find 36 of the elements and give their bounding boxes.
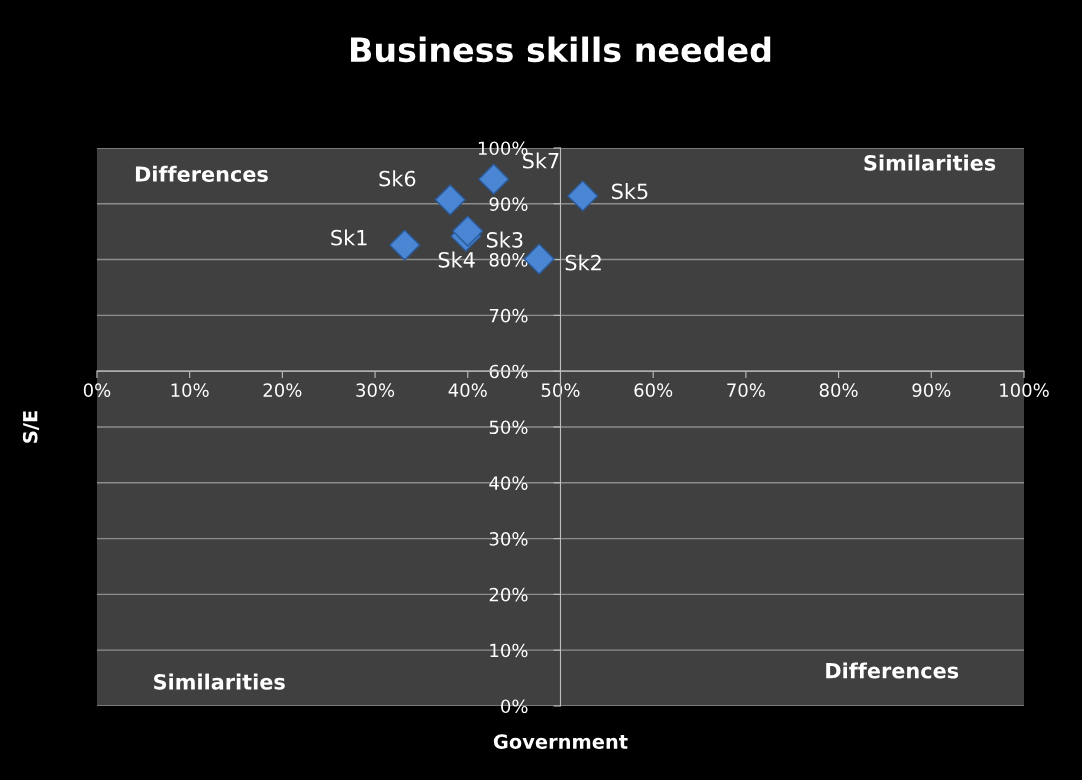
chart-title: Business skills needed xyxy=(351,36,771,63)
x-tick-label: 0% xyxy=(83,383,111,397)
data-label: Sk2 xyxy=(565,254,601,271)
y-tick-label: 80% xyxy=(489,253,528,267)
data-label: Sk1 xyxy=(331,229,367,246)
annotation: Similarities xyxy=(864,154,996,171)
x-axis-title: Government xyxy=(493,734,628,749)
x-tick-label: 10% xyxy=(171,383,209,397)
x-tick-label: 80% xyxy=(819,383,858,397)
data-label: Sk5 xyxy=(612,183,648,200)
y-tick-label: 70% xyxy=(489,308,528,323)
y-axis-title: S/E xyxy=(22,411,40,443)
y-tick-label: 0% xyxy=(501,699,528,714)
annotation: Differences xyxy=(826,662,959,679)
data-label: Sk3 xyxy=(486,231,523,248)
x-tick-label: 20% xyxy=(263,383,302,397)
y-tick-label: 30% xyxy=(489,532,528,546)
x-tick-label: 100% xyxy=(1000,383,1049,397)
point xyxy=(389,229,421,261)
y-tick-label: 10% xyxy=(490,643,528,658)
y-tick-label: 40% xyxy=(489,476,528,490)
y-tick-label: 90% xyxy=(489,197,528,211)
x-tick-label: 60% xyxy=(634,383,673,397)
data-label: Sk6 xyxy=(379,170,416,187)
point xyxy=(434,184,466,216)
y-tick-label: 20% xyxy=(489,587,528,602)
x-tick-label: 40% xyxy=(448,383,487,397)
point xyxy=(478,163,510,195)
x-tick-label: 70% xyxy=(727,383,765,397)
annotation: Differences xyxy=(135,165,268,182)
x-tick-label: 90% xyxy=(912,383,951,397)
annotation: Similarities xyxy=(154,673,285,690)
point xyxy=(567,180,599,212)
data-label: Sk4 xyxy=(438,251,475,268)
y-tick-label: 50% xyxy=(489,420,528,435)
x-tick-label: 30% xyxy=(356,383,395,397)
